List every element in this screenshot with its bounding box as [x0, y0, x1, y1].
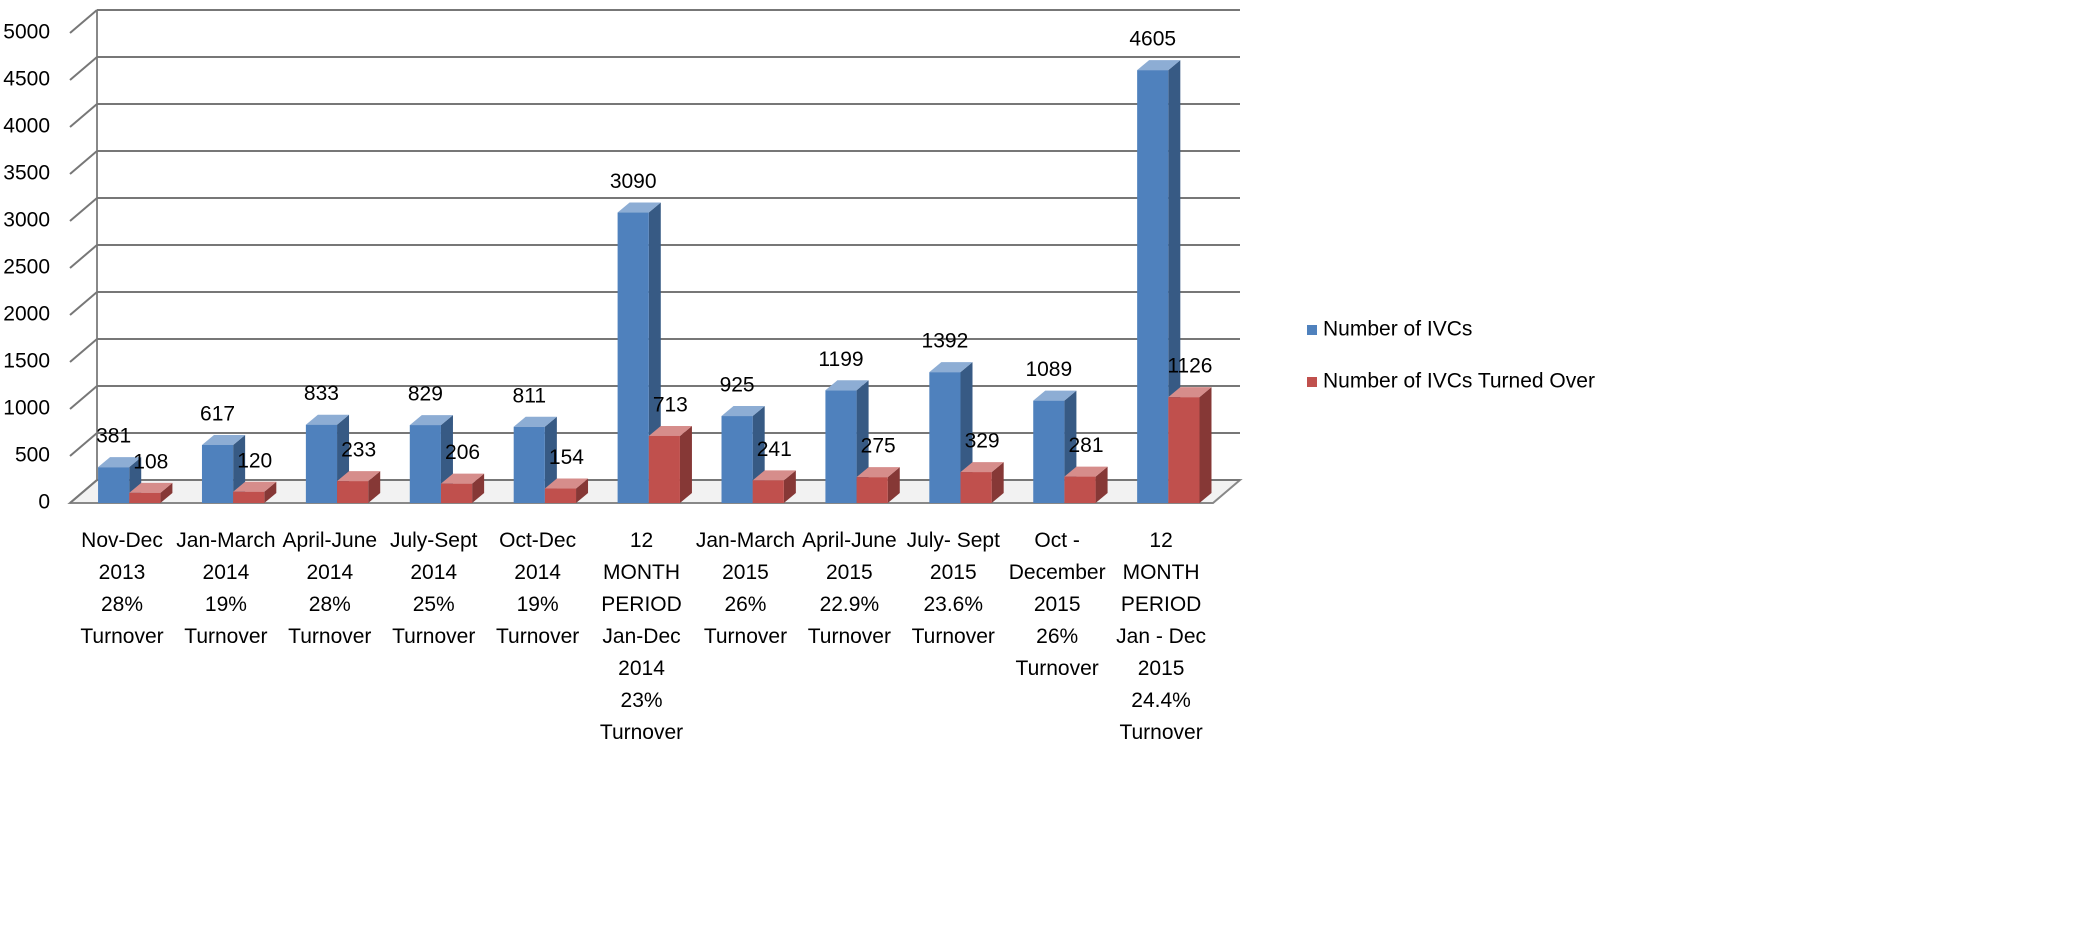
bar — [617, 202, 661, 504]
bar — [233, 481, 277, 503]
grid-line — [69, 291, 98, 316]
grid-line — [69, 56, 98, 81]
grid-line — [69, 197, 98, 222]
y-tick-label: 0 — [38, 491, 50, 514]
data-label: 206 — [445, 441, 480, 464]
data-label: 713 — [653, 394, 688, 417]
grid-line — [69, 103, 98, 128]
bar — [856, 467, 900, 503]
data-label: 381 — [96, 425, 131, 448]
bar — [1168, 387, 1212, 503]
x-tick-label: April-June 2014 28% Turnover — [282, 529, 378, 648]
legend-marker — [1307, 377, 1317, 387]
bar — [409, 415, 453, 503]
y-tick-label: 2500 — [3, 256, 50, 279]
data-label: 329 — [965, 430, 1000, 453]
grid-line — [69, 338, 98, 363]
data-label: 811 — [513, 384, 546, 407]
grid-line — [69, 479, 98, 504]
data-label: 233 — [341, 439, 376, 462]
bar — [129, 482, 173, 503]
data-label: 1089 — [1025, 358, 1072, 381]
y-tick-label: 500 — [15, 444, 50, 467]
y-tick-label: 1000 — [3, 397, 50, 420]
data-label: 833 — [304, 382, 339, 405]
grid-line — [69, 385, 98, 410]
y-tick-label: 3500 — [3, 162, 50, 185]
data-label: 1392 — [922, 330, 969, 353]
legend-label: Number of IVCs — [1323, 318, 1472, 341]
bar — [929, 362, 973, 503]
data-label: 829 — [408, 383, 443, 406]
x-tick-label: Nov-Dec 2013 28% Turnover — [80, 529, 164, 648]
data-label: 108 — [133, 450, 168, 473]
data-label: 3090 — [610, 170, 657, 193]
data-label: 281 — [1068, 434, 1103, 457]
data-label: 617 — [200, 403, 235, 426]
bar — [513, 416, 557, 503]
x-tick-label: April-June 2015 22.9% Turnover — [802, 529, 897, 648]
data-label: 154 — [549, 446, 584, 469]
legend-label: Number of IVCs Turned Over — [1323, 370, 1595, 393]
grid-line — [69, 9, 98, 34]
x-tick-label: 12 MONTH PERIOD Jan-Dec 2014 23% Turnove… — [599, 529, 684, 744]
x-tick-label: July-Sept 2014 25% Turnover — [389, 529, 478, 648]
y-tick-label: 1500 — [3, 350, 50, 373]
bar — [1064, 466, 1108, 503]
bar — [752, 470, 796, 503]
bar — [201, 435, 246, 503]
x-tick-label: Oct - December 2015 26% Turnover — [1008, 529, 1106, 680]
bar — [544, 478, 589, 503]
y-tick-label: 5000 — [3, 21, 50, 44]
bar — [721, 406, 765, 503]
data-label: 4605 — [1129, 28, 1176, 51]
bar — [1137, 60, 1181, 503]
x-tick-label: Jan-March 2014 19% Turnover — [176, 529, 276, 648]
x-tick-label: Jan-March 2015 26% Turnover — [695, 529, 796, 648]
data-label: 241 — [757, 438, 792, 461]
data-label: 1199 — [818, 348, 863, 371]
bar — [648, 425, 692, 503]
y-tick-label: 2000 — [3, 303, 50, 326]
bar — [960, 462, 1004, 503]
y-tick-label: 4500 — [3, 68, 50, 91]
data-label: 1126 — [1167, 355, 1212, 378]
bar — [440, 473, 485, 503]
bar — [337, 471, 381, 503]
bar — [98, 457, 142, 503]
bar — [825, 380, 869, 503]
x-tick-label: 12 MONTH PERIOD Jan - Dec 2015 24.4% Tur… — [1116, 529, 1207, 744]
legend-marker — [1307, 325, 1317, 335]
data-label: 120 — [237, 449, 272, 472]
y-tick-label: 3000 — [3, 209, 50, 232]
data-label: 925 — [720, 374, 755, 397]
x-tick-label: Oct-Dec 2014 19% Turnover — [495, 529, 580, 648]
y-tick-label: 4000 — [3, 115, 50, 138]
x-tick-label: July- Sept 2015 23.6% Turnover — [906, 529, 1000, 648]
grid-line — [69, 244, 98, 269]
grid-line — [69, 150, 98, 175]
data-label: 275 — [861, 435, 896, 458]
grid-line — [69, 432, 98, 457]
